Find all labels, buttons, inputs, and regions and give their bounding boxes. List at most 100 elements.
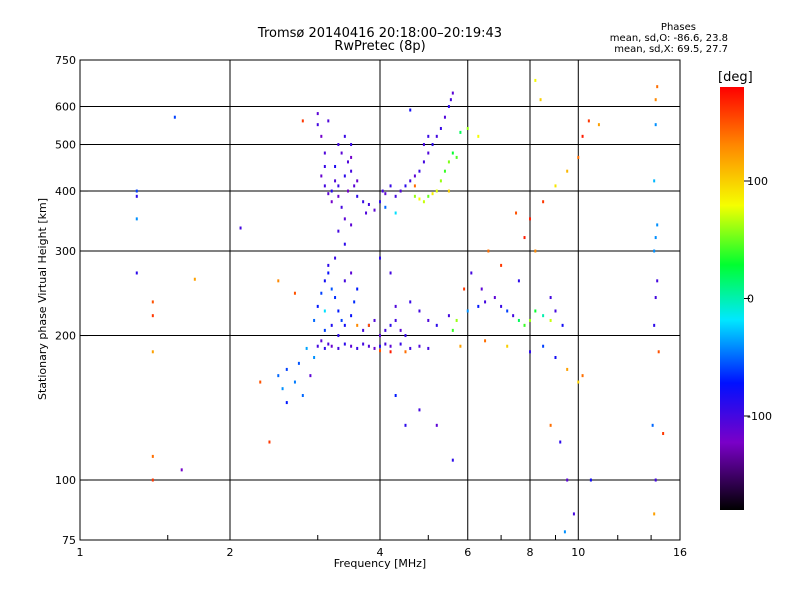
- data-point: [539, 98, 542, 102]
- data-point: [435, 323, 438, 327]
- data-point: [404, 334, 407, 338]
- data-point: [343, 242, 346, 246]
- data-point: [418, 344, 421, 348]
- data-point: [435, 134, 438, 138]
- data-point: [439, 179, 442, 183]
- data-point: [323, 346, 326, 350]
- data-point: [587, 119, 590, 123]
- data-point: [350, 271, 353, 275]
- data-point: [413, 194, 416, 198]
- data-point: [337, 334, 340, 338]
- data-point: [389, 184, 392, 188]
- data-point: [343, 342, 346, 346]
- data-point: [356, 194, 359, 198]
- colorbar-tick-label: 0: [747, 293, 754, 306]
- data-point: [343, 323, 346, 327]
- data-point: [534, 249, 537, 253]
- data-points: [135, 78, 665, 534]
- data-point: [656, 85, 659, 89]
- data-point: [563, 530, 566, 534]
- data-point: [379, 334, 381, 338]
- data-point: [653, 512, 656, 516]
- data-point: [542, 344, 545, 348]
- data-point: [379, 344, 381, 348]
- data-point: [193, 277, 196, 281]
- data-point: [549, 296, 552, 300]
- y-tick-label: 200: [55, 330, 76, 343]
- data-point: [285, 367, 288, 371]
- data-point: [350, 155, 353, 159]
- data-point: [451, 458, 454, 462]
- data-point: [334, 179, 337, 183]
- data-point: [313, 355, 316, 359]
- data-point: [427, 346, 430, 350]
- data-point: [561, 323, 564, 327]
- data-point: [409, 179, 412, 183]
- data-point: [399, 328, 402, 332]
- data-point: [281, 387, 284, 391]
- data-point: [463, 287, 466, 291]
- x-axis-label: Frequency [MHz]: [333, 557, 427, 570]
- data-point: [384, 205, 387, 209]
- data-point: [301, 119, 304, 123]
- data-point: [413, 174, 416, 178]
- data-point: [277, 279, 280, 283]
- data-point: [466, 126, 469, 130]
- data-point: [327, 192, 330, 196]
- data-point: [316, 123, 319, 127]
- data-point: [277, 374, 280, 378]
- data-point: [443, 169, 446, 173]
- data-point: [316, 304, 319, 308]
- data-point: [334, 256, 337, 260]
- data-point: [566, 478, 569, 482]
- data-point: [259, 380, 262, 384]
- data-point: [334, 164, 337, 168]
- data-point: [435, 423, 438, 427]
- data-point: [597, 123, 600, 127]
- data-point: [337, 309, 340, 313]
- data-point: [323, 151, 326, 155]
- data-point: [362, 342, 365, 346]
- data-point: [523, 236, 526, 240]
- data-point: [589, 478, 592, 482]
- phases-x-stats: mean, sd,X: 69.5, 27.7: [614, 44, 728, 55]
- data-point: [427, 318, 430, 322]
- data-point: [431, 192, 434, 196]
- data-point: [316, 112, 319, 116]
- data-point: [340, 205, 343, 209]
- data-point: [447, 189, 450, 193]
- data-point: [379, 256, 381, 260]
- data-point: [330, 323, 333, 327]
- data-point: [384, 192, 387, 196]
- data-point: [480, 287, 483, 291]
- data-point: [654, 123, 657, 127]
- data-point: [151, 314, 154, 318]
- data-point: [389, 344, 392, 348]
- axis-ticks: 1 2 4 6 8 10 16 75 100 200 300 400 500 600 750: [55, 54, 687, 559]
- colorbar-unit-label: [deg]: [718, 70, 753, 85]
- data-point: [566, 367, 569, 371]
- data-point: [268, 440, 271, 444]
- data-point: [409, 108, 412, 112]
- data-point: [577, 155, 580, 159]
- data-point: [373, 318, 376, 322]
- data-point: [435, 189, 438, 193]
- data-point: [529, 217, 531, 221]
- data-point: [343, 134, 346, 138]
- data-point: [418, 309, 421, 313]
- data-point: [487, 249, 490, 253]
- data-point: [323, 309, 326, 313]
- data-point: [459, 344, 462, 348]
- data-point: [517, 318, 520, 322]
- data-point: [418, 197, 421, 201]
- data-point: [320, 339, 323, 343]
- data-point: [340, 318, 343, 322]
- data-point: [418, 408, 421, 412]
- data-point: [422, 143, 425, 147]
- data-point: [340, 151, 343, 155]
- data-point: [566, 169, 569, 173]
- data-point: [431, 143, 434, 147]
- data-point: [394, 318, 397, 322]
- data-point: [447, 160, 450, 164]
- y-tick-label: 750: [55, 54, 76, 67]
